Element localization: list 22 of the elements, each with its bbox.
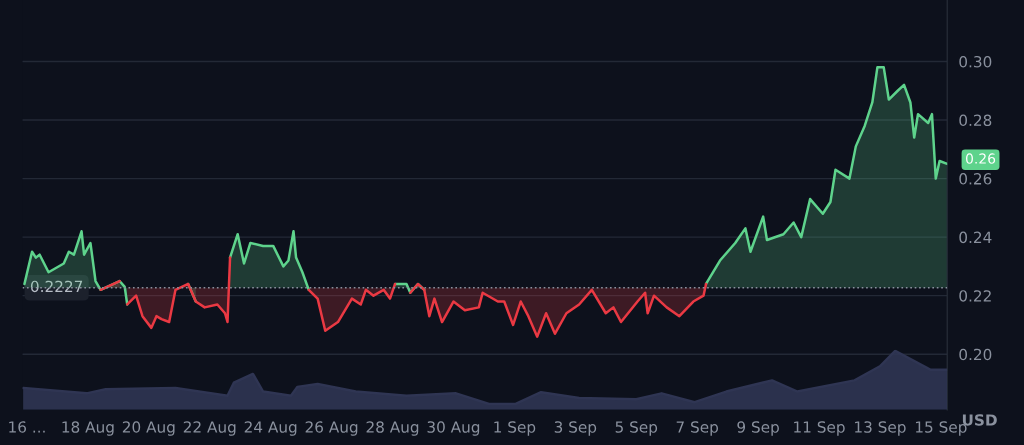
x-tick-label: 5 Sep: [615, 421, 658, 436]
x-tick-label: 20 Aug: [122, 421, 175, 436]
y-tick-label: 0.30: [959, 55, 992, 68]
y-tick-label: 0.26: [959, 173, 992, 185]
x-tick-label: 18 Aug: [62, 421, 114, 436]
x-tick-label: 11 Sep: [794, 421, 845, 436]
x-tick-label: 3 Sep: [554, 421, 597, 436]
y-tick-label: 0.22: [959, 290, 991, 302]
x-tick-label: 9 Sep: [737, 421, 779, 436]
x-tick-label: 16 ...: [9, 421, 45, 433]
x-tick-label: 7 Sep: [676, 421, 718, 436]
x-tick-label: 13 Sep: [855, 421, 906, 436]
x-tick-label: 22 Aug: [183, 421, 236, 436]
y-tick-label: 0.24: [959, 231, 992, 244]
ref-line-label: 0.2227: [30, 280, 83, 293]
y-tick-label: 0.28: [959, 114, 992, 127]
x-tick-label: 1 Sep: [494, 421, 536, 436]
x-tick-label: 26 Aug: [305, 421, 358, 436]
x-tick-label: 30 Aug: [427, 421, 480, 436]
y-tick-label: 0.20: [959, 348, 992, 361]
x-tick-label: 28 Aug: [366, 421, 419, 436]
x-tick-label: 24 Aug: [244, 421, 297, 436]
